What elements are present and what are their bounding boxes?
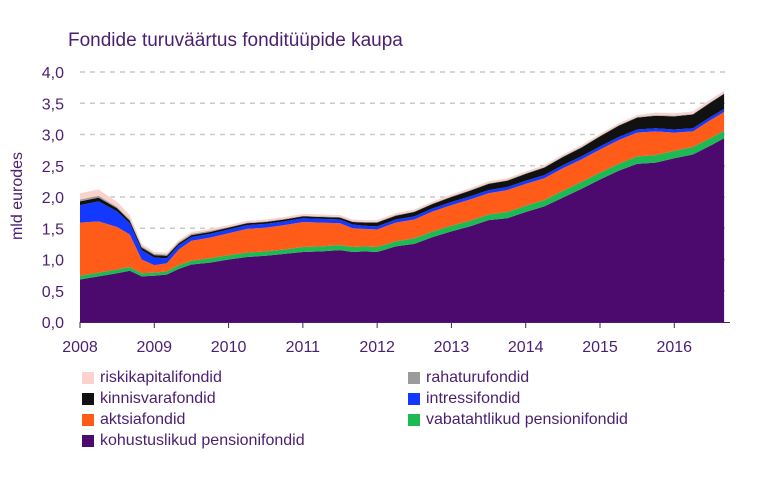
legend-item: vabatahtlikud pensionifondid [408,411,628,429]
legend-label: riskikapitalifondid [100,369,222,386]
y-tick-label: 3,0 [42,128,64,145]
legend-item: kinnisvarafondid [82,390,216,408]
y-tick-label: 2,0 [42,190,64,207]
legend-label: vabatahtlikud pensionifondid [426,411,628,428]
legend-swatch [82,393,94,405]
legend-label: kohustuslikud pensionifondid [100,432,305,449]
legend-swatch [408,393,420,405]
legend-swatch [82,414,94,426]
legend-swatch [82,372,94,384]
legend-swatch [82,435,94,447]
x-tick-label: 2010 [211,339,247,356]
legend-item: rahaturufondid [408,369,529,387]
y-tick-label: 3,5 [42,96,64,113]
legend-swatch [408,414,420,426]
legend-item: aktsiafondid [82,411,185,429]
series-areas [80,90,725,322]
x-tick-label: 2014 [508,339,544,356]
legend-swatch [408,372,420,384]
y-axis-label: mld eurodes [9,152,26,240]
y-tick-label: 1,0 [42,253,64,270]
legend-item: kohustuslikud pensionifondid [82,432,305,450]
x-tick-label: 2009 [136,339,172,356]
y-tick-label: 2,5 [42,159,64,176]
area-series-aktsiafondid [80,112,725,276]
legend-label: aktsiafondid [100,411,186,428]
x-tick-label: 2008 [62,339,98,356]
legend-item: riskikapitalifondid [82,369,222,387]
x-tick-label: 2015 [582,339,618,356]
x-tick-label: 2011 [286,339,321,356]
x-tick-label: 2016 [656,339,692,356]
legend-label: rahaturufondid [426,369,530,386]
area-series-kohustuslikud-pensionifondid [80,138,725,322]
y-tick-label: 0,0 [42,315,64,332]
x-tick-label: 2012 [359,339,395,356]
chart-title: Fondide turuväärtus fonditüüpide kaupa [68,30,403,51]
y-tick-label: 0,5 [42,284,64,301]
axes: 0,0 0,5 1,0 1,5 2,0 2,5 3,0 3,5 4,0 2008 2009 2010 2… [42,65,730,356]
x-tick-label: 2013 [434,339,470,356]
y-tick-label: 1,5 [42,221,64,238]
legend-label: intressifondid [426,390,521,407]
y-tick-label: 4,0 [42,65,64,82]
legend-item: intressifondid [408,390,520,408]
legend-label: kinnisvarafondid [100,390,216,407]
